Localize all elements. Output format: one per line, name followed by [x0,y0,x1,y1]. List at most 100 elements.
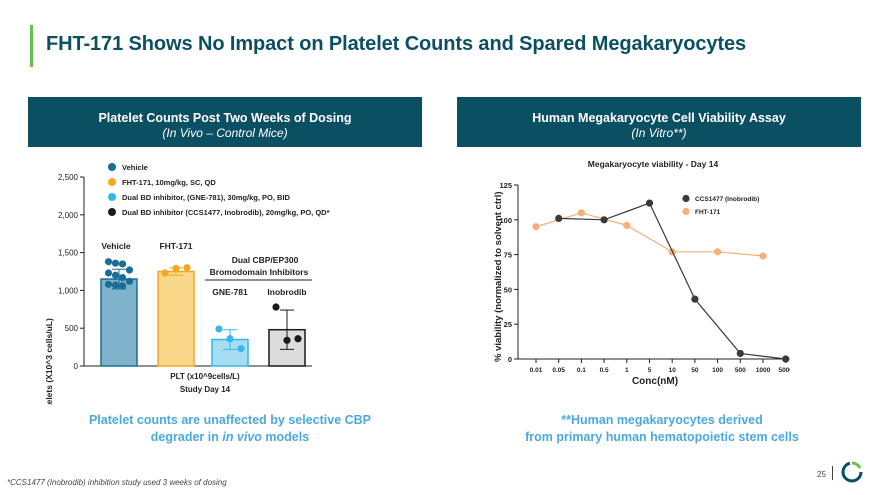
line-y-tick-label: 50 [504,285,512,294]
right-panel-header: Human Megakaryocyte Cell Viability Assay… [457,97,861,147]
data-point [215,325,223,333]
series-point [600,216,608,224]
series-point [782,355,790,363]
data-point [104,269,113,277]
series-line [558,202,786,360]
data-point [283,336,291,344]
data-point [172,264,180,273]
bar-x-label-2: Study Day 14 [180,385,231,394]
legend-marker [108,193,116,201]
legend-marker [108,178,116,186]
data-point [104,280,113,288]
line-y-tick-label: 75 [504,251,512,260]
series-point [691,295,699,303]
line-x-tick-label: 1000 [756,367,771,374]
title-accent-bar [30,25,33,67]
bar-gne-781 [211,338,249,367]
line-legend-marker [682,194,690,203]
series-point [532,223,540,231]
series-point [645,199,654,207]
group-label-line1: Dual CBP/EP300 [232,255,299,265]
platelet-bar-chart: Platelets (X10^3 cells/uL) 0 500 1,000 1,50… [44,163,330,405]
line-y-axis-title: % viability (normalized to solvent ctrl) [493,191,504,362]
left-panel-title: Platelet Counts Post Two Weeks of Dosing [98,111,352,125]
left-panel-header: Platelet Counts Post Two Weeks of Dosing… [28,97,422,147]
right-caption: **Human megakaryocytes derived from prim… [462,412,862,446]
line-legend-label: FHT-171 [695,209,721,216]
legend-label: Vehicle [122,163,148,172]
page-separator [832,466,833,480]
data-point [118,273,127,282]
data-point [111,281,120,289]
line-legend-label: CCS1477 (Inobrodib) [695,196,759,203]
right-caption-line2: from primary human hematopoietic stem ce… [525,430,799,444]
right-caption-line1: **Human megakaryocytes derived [561,413,763,427]
bar-fht-171 [157,270,195,367]
line-y-tick-label: 25 [504,320,512,329]
line-x-tick-label: 0.1 [577,367,586,374]
data-point [237,345,245,353]
line-y-tick-label: 100 [499,216,512,225]
series-point [577,209,585,217]
series-point [623,221,631,229]
legend-marker [108,208,116,216]
data-point [294,335,302,343]
bar-y-tick-label: 2,500 [58,173,79,182]
data-point [111,271,120,279]
series-point [714,248,722,256]
line-chart-title: Megakaryocyte viability - Day 14 [588,159,719,169]
bar-label: Inobrodib [267,287,306,297]
line-x-tick-label: 5 [648,367,652,374]
left-panel-subtitle: (In Vivo – Control Mice) [162,126,288,140]
bar-label: Vehicle [101,241,131,251]
footnote: *CCS1477 (Inobrodib) inhibition study us… [7,478,227,487]
data-point [118,260,127,268]
series-point [736,349,744,358]
line-x-tick-label: 500 [735,367,746,374]
data-point [104,258,113,266]
series-point [759,252,767,260]
series-point [555,214,563,223]
data-point [125,277,134,285]
right-panel-title: Human Megakaryocyte Cell Viability Assay [532,111,786,125]
slide-title: FHT-171 Shows No Impact on Platelet Coun… [46,33,747,55]
line-x-tick-label: 1 [625,367,629,374]
page-number: 25 [817,470,826,479]
bar-y-tick-label: 0 [74,362,79,371]
bar-y-axis-title: Platelets (X10^3 cells/uL) [44,318,54,405]
data-point [118,282,127,290]
bar-vehicle [100,278,138,367]
left-caption: Platelet counts are unaffected by select… [40,412,420,446]
legend-label: FHT-171, 10mg/kg, SC, QD [122,178,216,187]
data-point [111,259,120,267]
line-x-axis-title: Conc(nM) [632,376,678,387]
group-label-line2: Bromodomain Inhibitors [210,267,309,277]
bar-label: GNE-781 [212,287,248,297]
bar-y-tick-label: 2,000 [58,211,79,220]
data-point [161,269,169,277]
legend-marker [108,163,116,171]
data-point [125,266,134,274]
viability-line-chart: Megakaryocyte viability - Day 14 % viabi… [493,159,790,387]
line-x-tick-label: 0.05 [552,367,565,374]
company-logo-icon [841,461,863,483]
bar-y-tick-label: 1,500 [58,249,79,258]
bar-x-label-1: PLT (x10^9cells/L) [170,372,240,381]
line-legend-marker [682,207,690,216]
line-x-tick-label: 10 [669,367,677,374]
left-caption-line1: Platelet counts are unaffected by select… [88,413,372,427]
line-x-tick-label: 5000 [778,367,790,374]
legend-label: Dual BD inhibitor (CCS1477, Inobrodib), … [122,208,330,217]
data-point [183,264,191,272]
line-y-tick-label: 125 [499,181,512,190]
bar-y-tick-label: 500 [65,324,79,333]
bar-label: FHT-171 [159,241,192,251]
left-caption-line2: degrader in in vivo models [150,430,310,444]
line-x-tick-label: 0.01 [530,367,543,374]
line-y-tick-label: 0 [508,355,512,364]
bar-y-tick-label: 1,000 [58,286,79,295]
series-line [535,212,764,257]
data-point [226,335,234,343]
right-panel-subtitle: (In Vitro**) [631,126,687,140]
legend-label: Dual BD inhibitor, (GNE-781), 30mg/kg, P… [122,193,291,202]
